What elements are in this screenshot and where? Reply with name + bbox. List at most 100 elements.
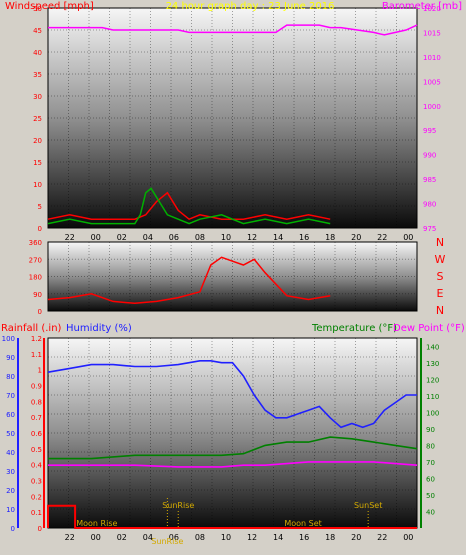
rainfall-axis-label: Rainfall (.in) bbox=[1, 323, 62, 334]
temperature-y-tick: 130 bbox=[426, 360, 439, 368]
humidity-y-tick: 100 bbox=[2, 335, 15, 343]
weather-panel-background bbox=[47, 337, 418, 529]
temperature-y-tick: 90 bbox=[426, 426, 435, 434]
rainfall-y-tick: 0.1 bbox=[31, 509, 42, 517]
dew-point-line bbox=[48, 461, 418, 468]
wind-y-tick: 15 bbox=[33, 159, 42, 167]
weather-x-tick: 00 bbox=[403, 533, 413, 542]
temperature-y-tick: 70 bbox=[426, 459, 435, 467]
wind-x-tick: 00 bbox=[91, 233, 101, 242]
barometer-y-tick: 985 bbox=[423, 176, 436, 184]
barometer-axis-label: Barometer [mb] bbox=[382, 1, 462, 12]
humidity-y-tick: 0 bbox=[11, 525, 15, 533]
weather-x-tick: 04 bbox=[143, 533, 153, 542]
compass-label: N bbox=[436, 304, 444, 317]
humidity-y-tick: 40 bbox=[6, 449, 15, 457]
barometer-y-tick: 990 bbox=[423, 152, 436, 160]
wind-x-tick: 18 bbox=[325, 233, 335, 242]
barometer-y-tick: 995 bbox=[423, 127, 436, 135]
direction-panel-background bbox=[47, 241, 418, 312]
rainfall-y-tick: 0.2 bbox=[31, 493, 42, 501]
rainfall-y-tick: 0.4 bbox=[31, 462, 43, 470]
weather-x-tick: 18 bbox=[325, 533, 335, 542]
weather-x-tick: 12 bbox=[247, 533, 257, 542]
weather-x-tick: 20 bbox=[351, 533, 361, 542]
annotation-label: SunRise bbox=[162, 501, 194, 510]
wind-x-tick: 20 bbox=[351, 233, 361, 242]
annotation-label: SunSet bbox=[354, 501, 382, 510]
direction-y-tick: 270 bbox=[29, 256, 42, 264]
temperature-y-tick: 50 bbox=[426, 492, 435, 500]
weather-x-tick: 06 bbox=[169, 533, 179, 542]
temperature-y-tick: 120 bbox=[426, 376, 439, 384]
humidity-y-tick: 70 bbox=[6, 392, 15, 400]
wind-x-tick: 12 bbox=[247, 233, 257, 242]
wind-x-tick: 06 bbox=[169, 233, 179, 242]
temperature-line bbox=[48, 436, 418, 460]
rainfall-line bbox=[47, 504, 417, 529]
wind-x-tick: 08 bbox=[195, 233, 205, 242]
barometer-line bbox=[48, 24, 418, 36]
temperature-y-tick: 100 bbox=[426, 409, 439, 417]
wind-y-tick: 5 bbox=[38, 203, 42, 211]
weather-x-tick: 22 bbox=[377, 533, 387, 542]
weather-x-tick: 00 bbox=[91, 533, 101, 542]
wind-x-tick: 04 bbox=[143, 233, 153, 242]
wind-y-tick: 45 bbox=[33, 27, 42, 35]
rainfall-y-tick: 0.6 bbox=[31, 430, 43, 438]
temperature-axis-label: Temperature (°F) bbox=[311, 323, 397, 334]
weather-x-tick: 10 bbox=[221, 533, 231, 542]
humidity-axis-label: Humidity (%) bbox=[66, 323, 132, 334]
rainfall-y-tick: 1.2 bbox=[31, 335, 42, 343]
gust-line bbox=[47, 187, 331, 225]
barometer-y-tick: 1005 bbox=[423, 78, 441, 86]
annotation-label: Moon Set bbox=[284, 519, 321, 528]
compass-label: S bbox=[437, 270, 444, 283]
barometer-y-tick: 980 bbox=[423, 201, 436, 209]
wind-y-tick: 50 bbox=[33, 5, 42, 13]
wind-y-tick: 10 bbox=[33, 181, 42, 189]
wind-y-tick: 30 bbox=[33, 93, 42, 101]
rainfall-y-tick: 0.9 bbox=[31, 383, 42, 391]
rainfall-y-tick: 0.7 bbox=[31, 414, 42, 422]
direction-y-tick: 360 bbox=[29, 239, 42, 247]
rainfall-y-tick: 0.5 bbox=[31, 446, 42, 454]
rainfall-y-tick: 0.3 bbox=[31, 478, 42, 486]
weather-x-tick: 02 bbox=[117, 533, 127, 542]
rainfall-y-tick: 1 bbox=[38, 367, 42, 375]
compass-label: W bbox=[435, 253, 446, 266]
wind-y-tick: 35 bbox=[33, 71, 42, 79]
weather-x-tick: 14 bbox=[273, 533, 283, 542]
wind-y-tick: 20 bbox=[33, 137, 42, 145]
humidity-y-tick: 90 bbox=[6, 354, 15, 362]
wind-y-tick: 25 bbox=[33, 115, 42, 123]
temperature-y-tick: 110 bbox=[426, 393, 439, 401]
direction-y-tick: 90 bbox=[33, 291, 42, 299]
wind-x-tick: 16 bbox=[299, 233, 309, 242]
windspeed-line bbox=[47, 191, 331, 221]
chart-title: 24 hour graph day : 23 June 2016 bbox=[166, 1, 335, 12]
wind-x-tick: 22 bbox=[377, 233, 387, 242]
barometer-y-tick: 975 bbox=[423, 225, 436, 233]
direction-y-tick: 180 bbox=[29, 274, 42, 282]
humidity-y-tick: 80 bbox=[6, 373, 15, 381]
compass-label: E bbox=[437, 287, 444, 300]
humidity-y-tick: 50 bbox=[6, 430, 15, 438]
humidity-line bbox=[47, 359, 417, 429]
barometer-y-tick: 1015 bbox=[423, 29, 441, 37]
weather-x-tick: 08 bbox=[195, 533, 205, 542]
humidity-y-tick: 10 bbox=[6, 506, 15, 514]
humidity-y-tick: 20 bbox=[6, 487, 15, 495]
temperature-y-tick: 60 bbox=[426, 475, 435, 483]
annotation-label: Moon Rise bbox=[76, 519, 117, 528]
dew-point-axis-label: Dew Point (°F) bbox=[393, 323, 465, 334]
wind-x-tick: 00 bbox=[403, 233, 413, 242]
weather-x-tick: 22 bbox=[65, 533, 75, 542]
temperature-y-tick: 80 bbox=[426, 442, 435, 450]
compass-label: N bbox=[436, 236, 444, 249]
wind-x-tick: 22 bbox=[65, 233, 75, 242]
wind-x-tick: 10 bbox=[221, 233, 231, 242]
temperature-y-tick: 140 bbox=[426, 343, 439, 351]
barometer-y-tick: 1000 bbox=[423, 103, 441, 111]
